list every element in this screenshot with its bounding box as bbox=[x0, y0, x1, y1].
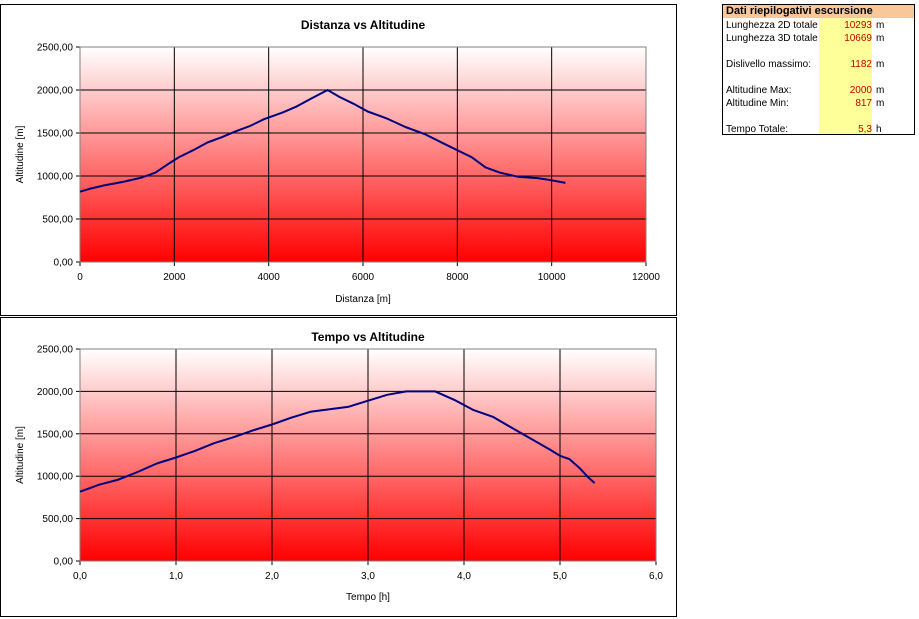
y-tick-label: 2000,00 bbox=[37, 86, 74, 97]
x-tick-label: 2000 bbox=[163, 272, 186, 283]
summary-unit: m bbox=[876, 20, 885, 31]
series-line bbox=[79, 390, 596, 493]
x-tick-label: 0,0 bbox=[73, 571, 87, 582]
x-tick-label: 5,0 bbox=[553, 571, 567, 582]
y-axis-label: Altitudine [m] bbox=[15, 125, 26, 183]
summary-unit: m bbox=[876, 85, 885, 96]
y-tick-label: 2500,00 bbox=[37, 43, 74, 54]
chart-title: Distanza vs Altitudine bbox=[301, 18, 426, 32]
time-altitude-chart: Tempo vs Altitudine 0,00 500,00 1000,00 1500… bbox=[0, 317, 677, 617]
y-tick-label: 1000,00 bbox=[37, 172, 74, 183]
x-tick-label: 6000 bbox=[352, 272, 375, 283]
summary-label: Lunghezza 3D totale bbox=[726, 33, 818, 44]
x-tick-label: 8000 bbox=[446, 272, 469, 283]
x-tick-label: 10000 bbox=[538, 272, 566, 283]
summary-value: 2000 bbox=[849, 85, 872, 96]
y-tick-label: 0,00 bbox=[54, 258, 74, 269]
summary-value: 817 bbox=[855, 98, 872, 109]
y-axis-label: Altitudine [m] bbox=[15, 426, 26, 484]
summary-row: Altitudine Max: 2000 m bbox=[723, 84, 914, 97]
summary-unit: m bbox=[876, 98, 885, 109]
summary-unit: m bbox=[876, 33, 885, 44]
x-tick-label: 4,0 bbox=[457, 571, 471, 582]
summary-value-column bbox=[819, 18, 872, 134]
summary-label: Altitudine Min: bbox=[726, 98, 789, 109]
distance-altitude-chart-svg: Distanza vs Altitudine 0,00 500,00 1000,00 1… bbox=[15, 18, 660, 305]
x-axis-label: Distanza [m] bbox=[335, 294, 391, 305]
x-tick-label: 3,0 bbox=[361, 571, 375, 582]
y-tick-label: 1500,00 bbox=[37, 129, 74, 140]
y-tick-label: 1500,00 bbox=[37, 429, 74, 440]
summary-row: Dislivello massimo: 1182 m bbox=[723, 58, 914, 71]
summary-value: 5,3 bbox=[858, 124, 872, 135]
plot-border bbox=[79, 46, 647, 263]
summary-title: Dati riepilogativi escursione bbox=[723, 5, 914, 18]
x-axis-label: Tempo [h] bbox=[346, 592, 390, 603]
chart-title: Tempo vs Altitudine bbox=[311, 330, 425, 344]
y-tick-label: 500,00 bbox=[42, 215, 73, 226]
summary-table: Dati riepilogativi escursione Lunghezza … bbox=[722, 4, 915, 135]
summary-row: Lunghezza 2D totale 10293 m bbox=[723, 19, 914, 32]
x-tick-label: 12000 bbox=[632, 272, 660, 283]
x-tick-label: 1,0 bbox=[169, 571, 183, 582]
y-tick-label: 1000,00 bbox=[37, 472, 74, 483]
summary-label: Dislivello massimo: bbox=[726, 59, 812, 70]
distance-altitude-chart: Distanza vs Altitudine 0,00 500,00 1000,00 1… bbox=[0, 4, 677, 316]
summary-row: Tempo Totale: 5,3 h bbox=[723, 123, 914, 136]
time-altitude-chart-svg: Tempo vs Altitudine 0,00 500,00 1000,00 1500… bbox=[15, 330, 663, 603]
summary-label: Tempo Totale: bbox=[726, 124, 789, 135]
x-tick-label: 6,0 bbox=[649, 571, 663, 582]
x-tick-label: 0 bbox=[77, 272, 83, 283]
x-tick-label: 2,0 bbox=[265, 571, 279, 582]
summary-value: 10293 bbox=[844, 20, 872, 31]
summary-value: 10669 bbox=[844, 33, 872, 44]
summary-row: Lunghezza 3D totale 10669 m bbox=[723, 32, 914, 45]
y-tick-label: 2000,00 bbox=[37, 387, 74, 398]
plot-border bbox=[79, 348, 657, 562]
summary-label: Lunghezza 2D totale bbox=[726, 20, 818, 31]
y-tick-label: 500,00 bbox=[42, 514, 73, 525]
y-tick-label: 0,00 bbox=[54, 557, 74, 568]
y-tick-label: 2500,00 bbox=[37, 345, 74, 356]
summary-value: 1182 bbox=[850, 59, 872, 70]
summary-label: Altitudine Max: bbox=[726, 85, 792, 96]
summary-row: Altitudine Min: 817 m bbox=[723, 97, 914, 110]
series-line bbox=[79, 89, 566, 193]
summary-unit: h bbox=[876, 124, 882, 135]
summary-unit: m bbox=[876, 59, 885, 70]
x-tick-label: 4000 bbox=[258, 272, 281, 283]
